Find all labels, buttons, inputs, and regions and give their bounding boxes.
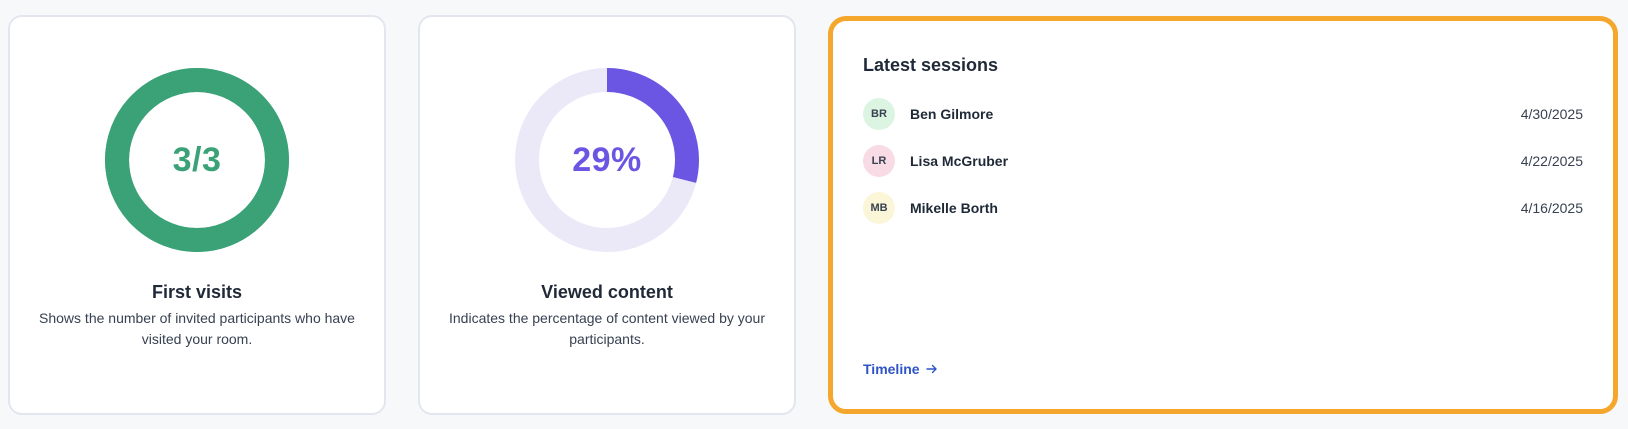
- session-date: 4/22/2025: [1520, 153, 1583, 169]
- avatar: LR: [863, 145, 895, 177]
- viewed-content-chart: 29%: [420, 68, 794, 252]
- session-date: 4/30/2025: [1520, 106, 1583, 122]
- viewed-content-title: Viewed content: [541, 282, 673, 302]
- arrow-right-icon: [925, 364, 937, 374]
- session-name: Mikelle Borth: [910, 200, 998, 216]
- viewed-content-donut: [515, 68, 699, 252]
- first-visits-donut: [105, 68, 289, 252]
- first-visits-chart: 3/3: [10, 68, 384, 252]
- timeline-link[interactable]: Timeline: [863, 361, 938, 377]
- viewed-content-description: Indicates the percentage of content view…: [449, 310, 765, 347]
- viewed-content-donut-arc: [515, 68, 699, 252]
- avatar: MB: [863, 192, 895, 224]
- viewed-content-card: 29% Viewed content Indicates the percent…: [418, 15, 796, 415]
- session-row[interactable]: BR Ben Gilmore 4/30/2025: [863, 97, 1583, 131]
- first-visits-donut-arc: [105, 68, 289, 252]
- session-row[interactable]: MB Mikelle Borth 4/16/2025: [863, 191, 1583, 225]
- first-visits-value: 3/3: [172, 140, 222, 179]
- avatar: BR: [863, 98, 895, 130]
- session-row[interactable]: LR Lisa McGruber 4/22/2025: [863, 144, 1583, 178]
- first-visits-description: Shows the number of invited participants…: [39, 310, 355, 347]
- timeline-link-label: Timeline: [863, 361, 920, 377]
- session-date: 4/16/2025: [1520, 200, 1583, 216]
- session-name: Ben Gilmore: [910, 106, 994, 122]
- session-name: Lisa McGruber: [910, 153, 1009, 169]
- first-visits-title: First visits: [151, 282, 243, 302]
- first-visits-card: 3/3 First visits Shows the number of inv…: [8, 15, 386, 415]
- latest-sessions-title: Latest sessions: [863, 55, 999, 75]
- viewed-content-value: 29%: [572, 140, 642, 179]
- latest-sessions-card: Latest sessions BR Ben Gilmore 4/30/2025…: [828, 16, 1618, 414]
